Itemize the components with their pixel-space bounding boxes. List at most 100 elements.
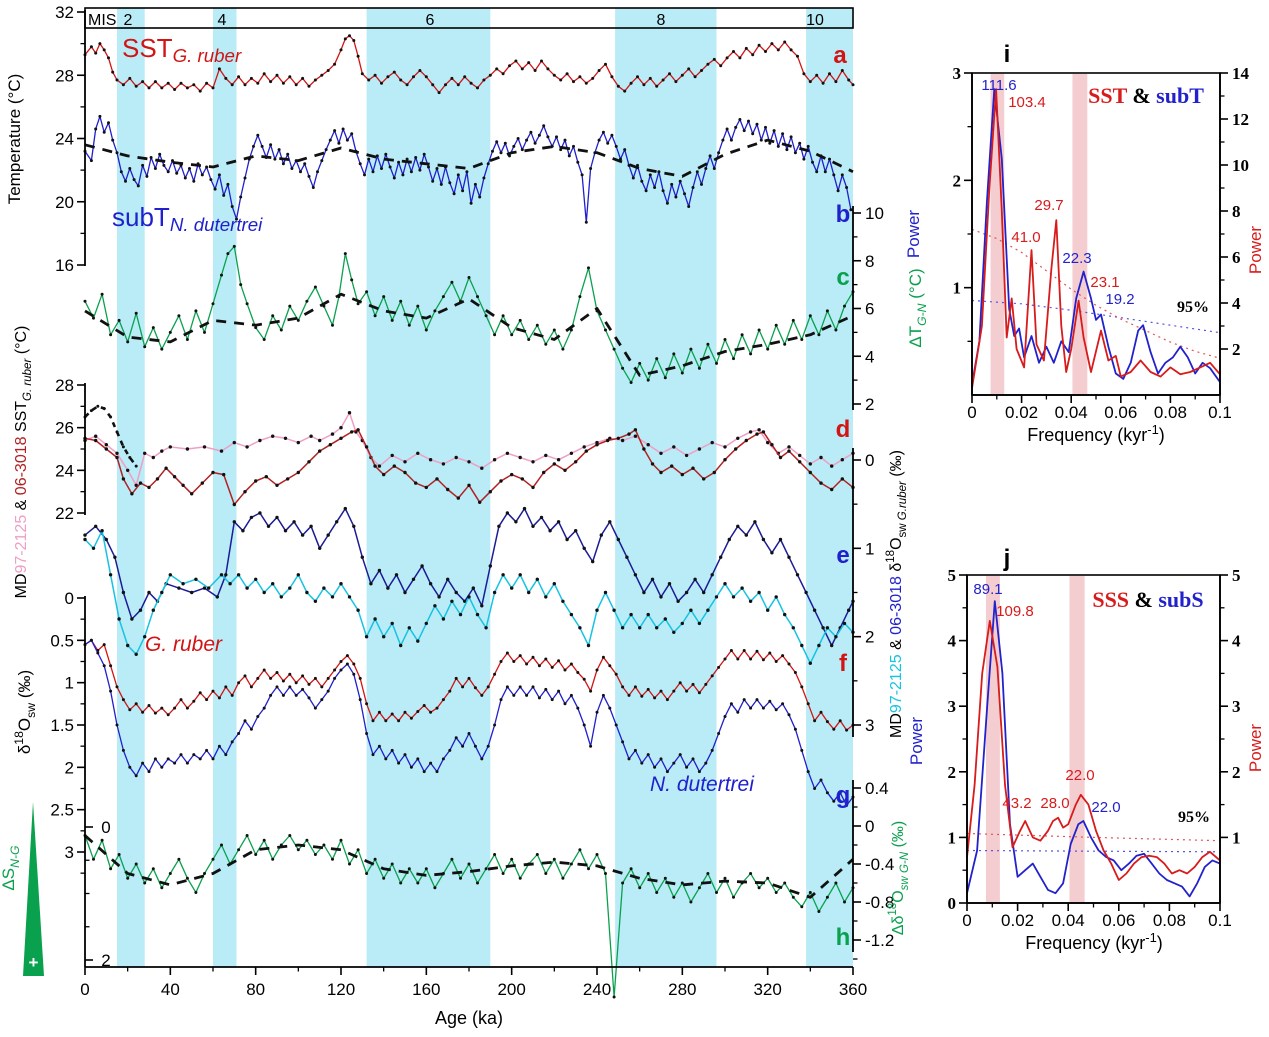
06-3018-sst-point	[499, 479, 503, 483]
age-axis-tick-label: 280	[668, 980, 696, 999]
subt-n-dutertrei-point	[759, 138, 763, 142]
delta-d18osw-g-n-point	[587, 867, 590, 871]
subt-n-dutertrei-point	[107, 121, 110, 125]
subt-n-dutertrei-point	[392, 176, 396, 180]
delta-t-axis-tick-label: 10	[865, 204, 884, 223]
mis-6: 6	[426, 12, 435, 29]
delta-d18osw-g-n-point	[109, 867, 113, 871]
delta-t-g-n-point	[552, 328, 556, 332]
d18osw-g-ruber-point	[166, 713, 170, 717]
subt-n-dutertrei-point	[469, 201, 473, 205]
delta-d18osw-g-n-point	[783, 881, 787, 885]
peak-28-0: 28.0	[1040, 795, 1069, 812]
delta-d18osw-g-n-point	[689, 900, 693, 904]
subt-n-dutertrei-point	[448, 181, 452, 185]
d18osw-n-dutertrei-point	[473, 744, 477, 748]
d18osw-g-ruber-point	[249, 685, 253, 689]
d18osw-n-dutertrei-point	[294, 693, 298, 697]
subt-n-dutertrei-point	[704, 167, 708, 170]
subt-n-dutertrei-point	[311, 186, 315, 189]
md97-2125-sst-point	[633, 434, 638, 438]
d18osw-g-ruber-point	[192, 699, 196, 703]
md97-2125-d18osw-point	[757, 590, 761, 595]
mis-2-band	[117, 8, 145, 967]
06-3018-d18osw-point	[283, 529, 288, 533]
sst-g-ruber-point	[313, 78, 317, 82]
d18osw-n-dutertrei-point	[403, 753, 407, 757]
delta-d18osw-g-n-point	[493, 853, 497, 856]
md97-2125-sst-point	[126, 468, 130, 472]
sst-g-ruber-point	[597, 69, 601, 72]
delta-t-g-n-point	[343, 252, 347, 256]
delta-d18osw-g-n-point	[151, 867, 155, 871]
power-i-right-axis-tick-label: 2	[1232, 340, 1241, 359]
delta-t-g-n-point	[232, 244, 236, 248]
sst-g-ruber-point	[687, 67, 691, 71]
delta-t-g-n-point	[561, 347, 565, 351]
d18osw-axis-tick-label: 1	[65, 674, 74, 693]
sst-spectrum	[971, 88, 1221, 389]
delta-d18osw-g-n-point	[220, 843, 223, 847]
md97-2125-d18osw-point	[322, 586, 326, 590]
freq-title-j: Frequency (kyr-1)	[1025, 930, 1163, 953]
d18osw-n-dutertrei-point	[813, 787, 817, 790]
delta-t-g-n-point	[262, 338, 266, 341]
delta-t-g-n-point	[527, 338, 531, 341]
delta-t-g-n-point	[800, 338, 804, 341]
d18osw-g-ruber-point	[377, 710, 381, 714]
sst-g-ruber-point	[134, 84, 138, 88]
delta-d18osw-g-n-point	[800, 905, 804, 909]
06-3018-sst-point	[200, 481, 204, 485]
d18osw-g-ruber-point	[429, 710, 433, 714]
sst-trend-start-point	[89, 409, 93, 413]
freq-i-axis-tick-label: 0.04	[1055, 403, 1088, 422]
subt-n-dutertrei-point	[89, 159, 93, 163]
06-3018-d18osw-point	[463, 599, 467, 603]
delta-d18osw-g-n-point	[424, 867, 428, 871]
sst-g-ruber-point	[307, 84, 311, 88]
delta-d18osw-g-n-point	[92, 857, 95, 861]
subt-n-dutertrei-point	[316, 170, 319, 174]
delta-t-g-n-point	[350, 278, 354, 282]
sst-g-ruber-point	[102, 48, 106, 52]
06-3018-d18osw-point	[625, 555, 629, 559]
md97-2125-d18osw-point	[825, 626, 830, 630]
power-j-right-axis-tick-label: 4	[1232, 632, 1241, 651]
subt-n-dutertrei-point	[409, 170, 413, 174]
subt-n-dutertrei-point	[572, 144, 575, 148]
md97-2125-d18osw-point	[620, 626, 625, 630]
06-3018-d18osw-point	[480, 604, 484, 608]
md97-2125-sst-point	[840, 458, 844, 462]
delta-d18osw-axis-tick-label: -0.8	[865, 893, 894, 912]
delta-d18osw-g-n-point	[569, 862, 573, 866]
md97-2125-sst-point	[492, 458, 497, 462]
sst-g-ruber-point	[808, 80, 812, 84]
subt-n-dutertrei-point	[239, 195, 243, 199]
subt-n-dutertrei-point	[529, 130, 533, 134]
d18osw-g-ruber-point	[448, 689, 452, 693]
sst-g-ruber-point	[700, 69, 703, 72]
d18osw-g-ruber-point	[473, 686, 477, 690]
sst-g-ruber-point	[456, 83, 460, 87]
subt-n-dutertrei-point	[845, 186, 849, 189]
d18osw-n-dutertrei-point	[710, 748, 714, 752]
sst-g-ruber-point	[450, 76, 454, 80]
delta-t-g-n-point	[766, 347, 770, 351]
delta-t-g-n-point	[399, 299, 403, 303]
peak-19-2: 19.2	[1105, 291, 1134, 308]
sst-g-ruber-point	[418, 69, 422, 72]
06-3018-sst-point	[318, 449, 322, 453]
power-j-right-axis-tick-label: 3	[1232, 697, 1241, 716]
delta-t-g-n-point	[655, 357, 659, 361]
sst-g-ruber-point	[629, 81, 633, 85]
subt-n-dutertrei-point	[375, 154, 379, 158]
delta-d18osw-axis-tick-label: 0.4	[865, 779, 889, 798]
06-3018-sst-point	[770, 443, 774, 447]
06-3018-d18osw-point	[676, 599, 680, 603]
md97-2125-d18osw-point	[390, 621, 394, 626]
panel-letter-h: h	[836, 924, 851, 951]
md97-2125-d18osw-point	[373, 617, 377, 621]
delta-t-g-n-point	[313, 285, 317, 289]
06-3018-sst-point	[787, 449, 791, 453]
md97-2125-sst-point	[377, 464, 382, 468]
